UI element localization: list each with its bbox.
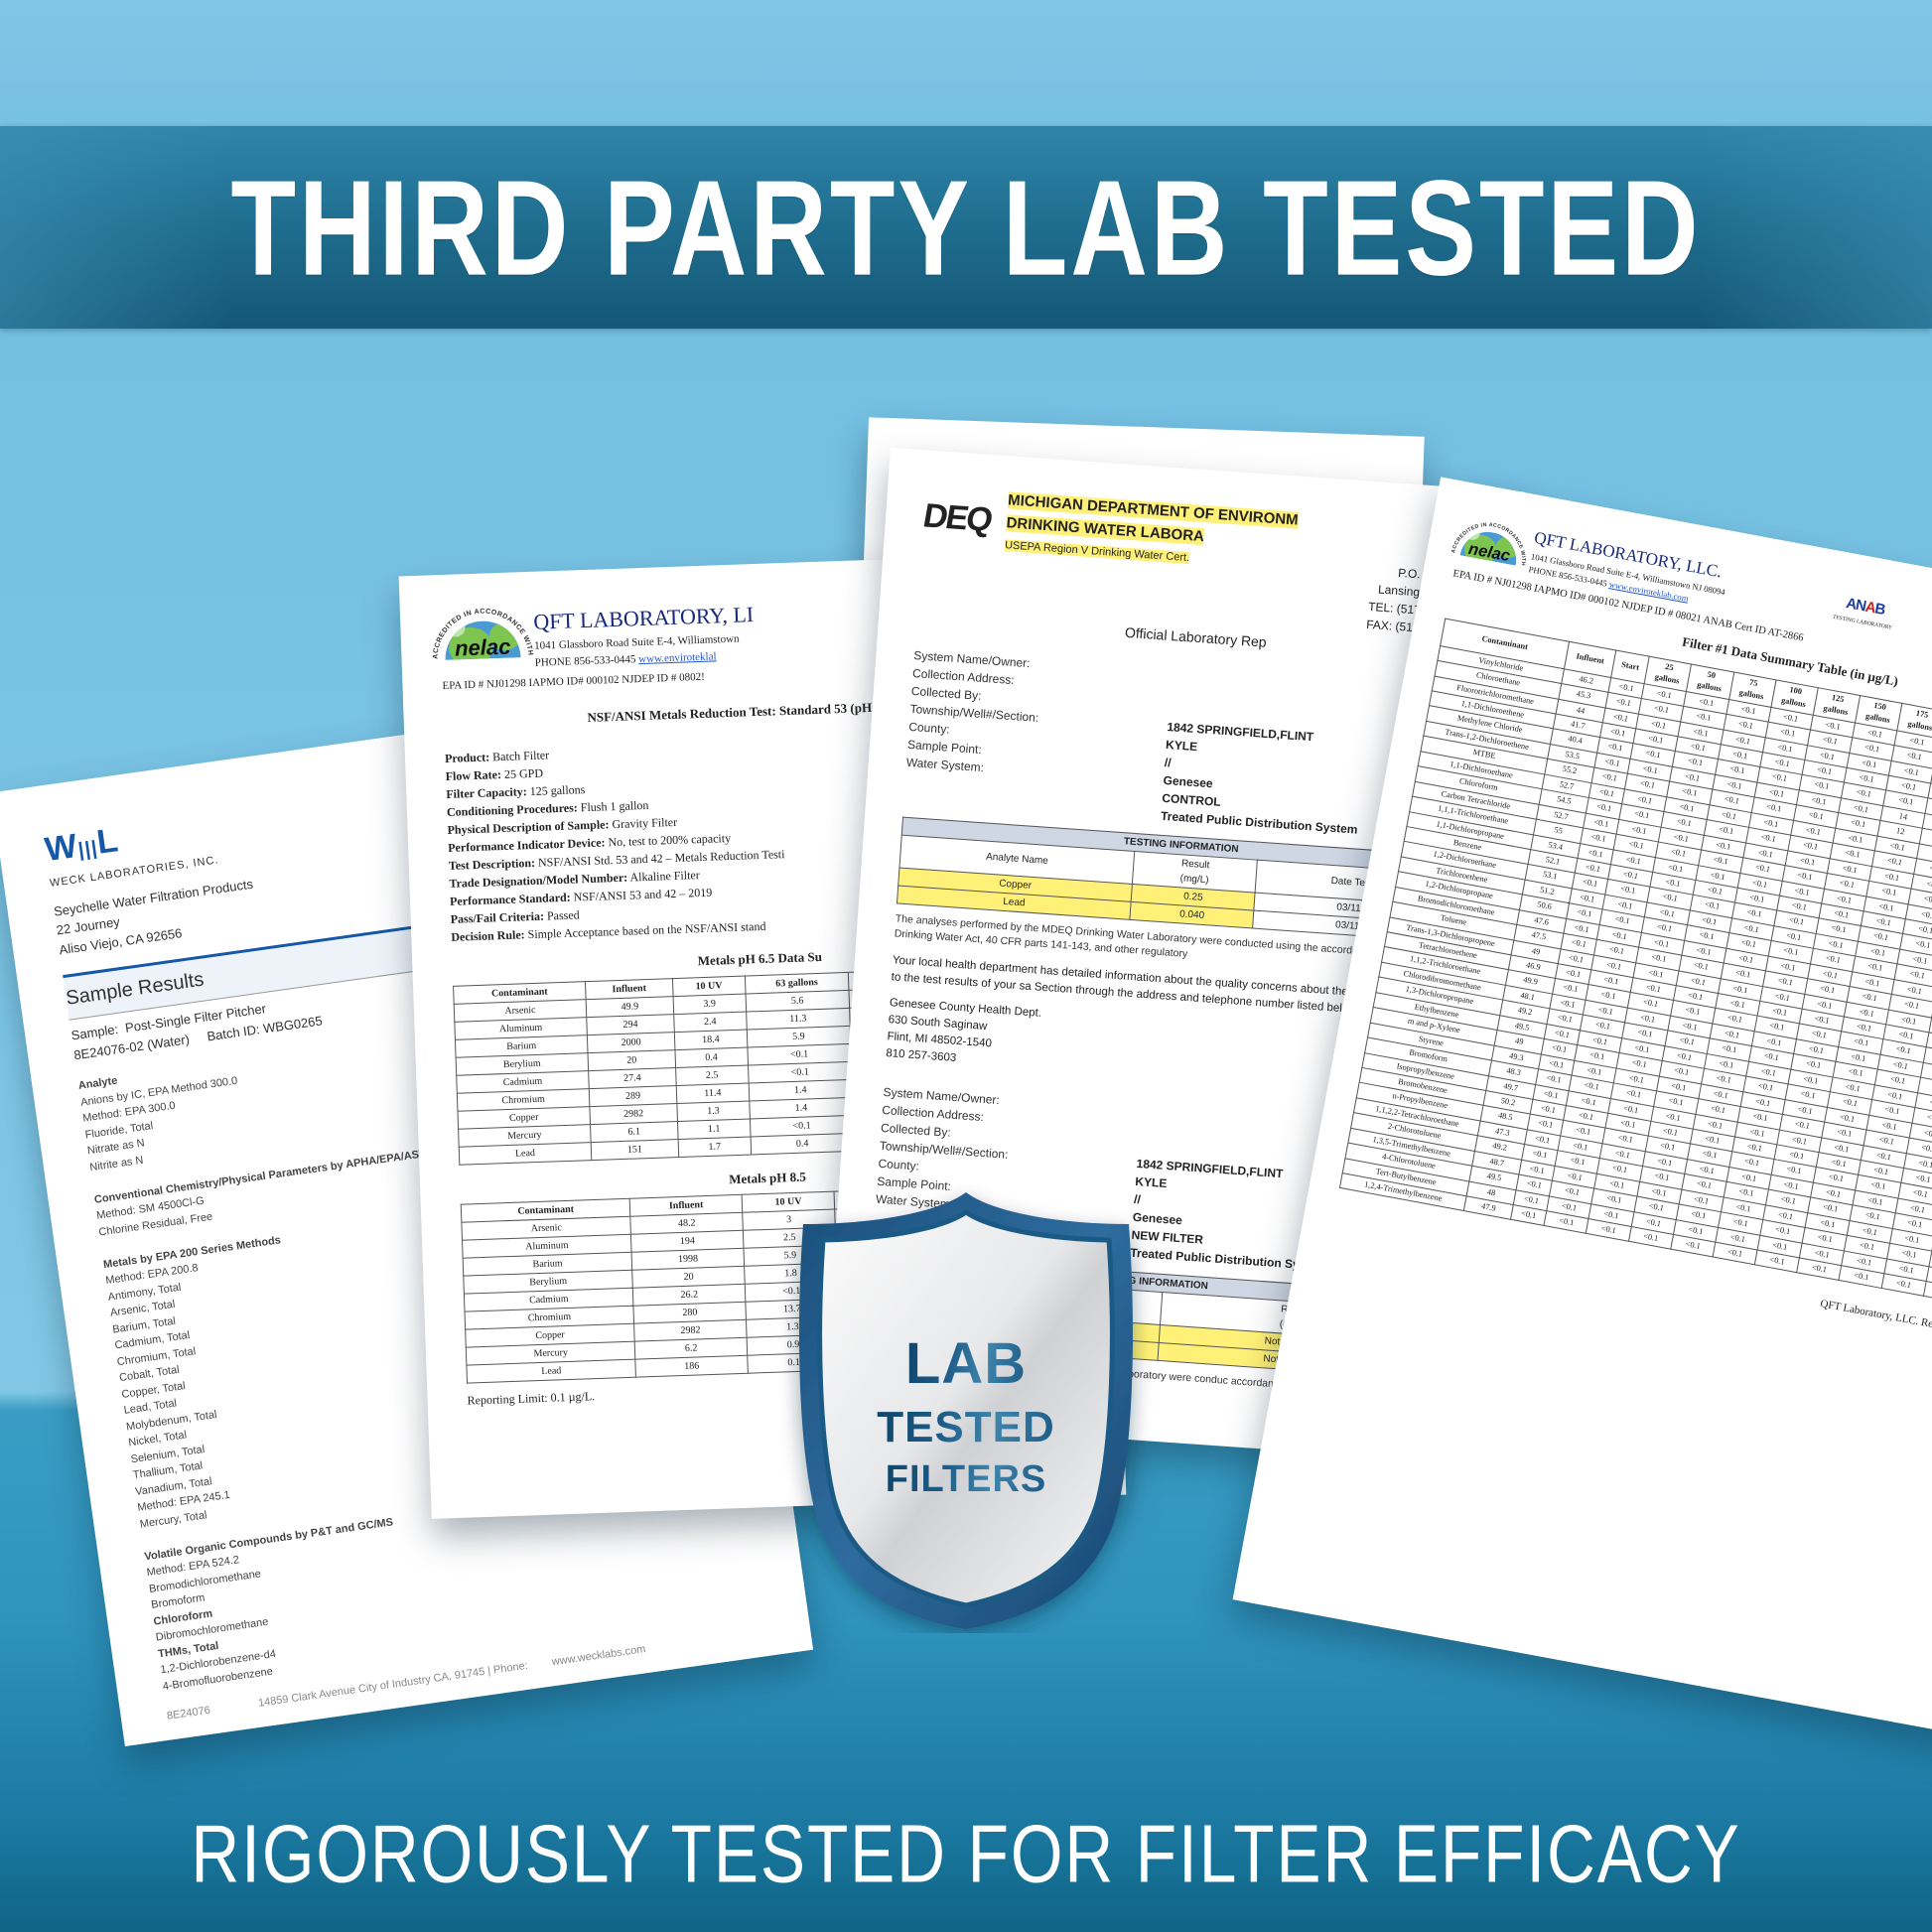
svg-text:nelac: nelac bbox=[455, 634, 511, 661]
